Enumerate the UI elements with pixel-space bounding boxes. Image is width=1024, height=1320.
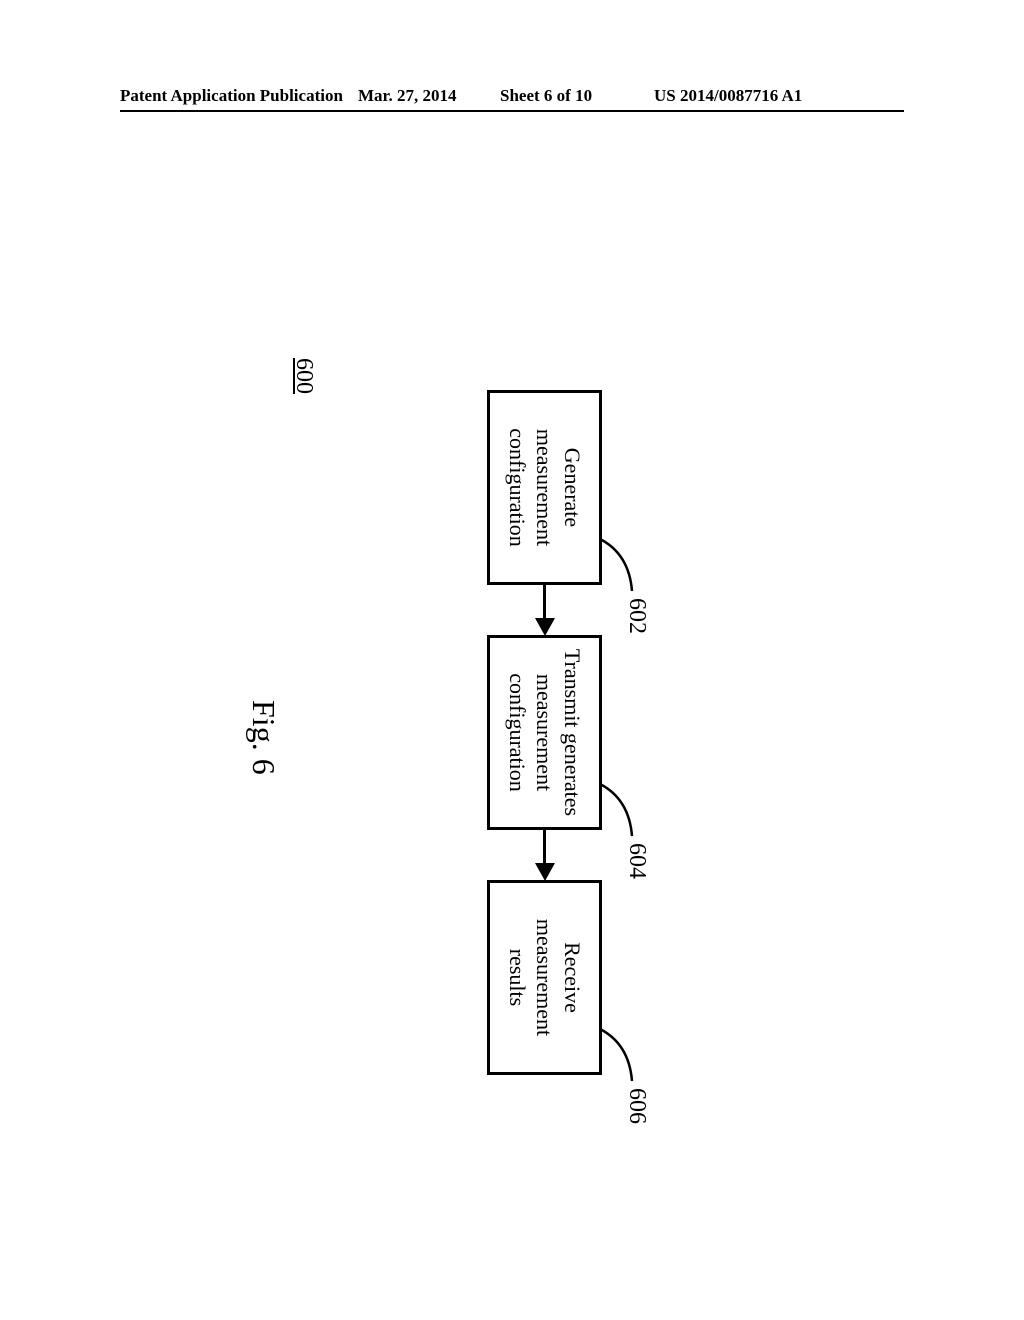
arrow-1-2-line bbox=[543, 585, 546, 620]
ref-label-602: 602 bbox=[623, 598, 650, 634]
ref-label-606: 606 bbox=[623, 1088, 650, 1124]
figure-caption: Fig. 6 bbox=[245, 700, 282, 775]
flow-box-604: Transmit generatesmeasurementconfigurati… bbox=[487, 635, 602, 830]
arrow-1-2-head bbox=[535, 618, 555, 636]
flow-box-label: Receive measurementresults bbox=[503, 891, 586, 1064]
flow-box-label: Transmit generatesmeasurementconfigurati… bbox=[503, 649, 586, 816]
page: { "header": { "left": "Patent Applicatio… bbox=[0, 0, 1024, 1320]
arrow-2-3-head bbox=[535, 863, 555, 881]
leader-606 bbox=[597, 1026, 637, 1084]
flow-box-label: Generate measurementconfiguration bbox=[503, 401, 586, 574]
ref-label-604: 604 bbox=[623, 843, 650, 879]
rotated-figure: Generate measurementconfiguration 602 Tr… bbox=[212, 330, 812, 1130]
header-pubno: US 2014/0087716 A1 bbox=[654, 86, 802, 106]
arrow-2-3-line bbox=[543, 830, 546, 865]
leader-604 bbox=[597, 781, 637, 839]
header-sheet: Sheet 6 of 10 bbox=[500, 86, 592, 106]
figure-ref-number: 600 bbox=[290, 358, 317, 394]
header-rule bbox=[120, 110, 904, 112]
flow-box-606: Receive measurementresults bbox=[487, 880, 602, 1075]
header-date: Mar. 27, 2014 bbox=[358, 86, 457, 106]
leader-602 bbox=[597, 536, 637, 594]
flow-box-602: Generate measurementconfiguration bbox=[487, 390, 602, 585]
flowchart: Generate measurementconfiguration 602 Tr… bbox=[212, 330, 812, 1130]
header-left: Patent Application Publication bbox=[120, 86, 343, 106]
